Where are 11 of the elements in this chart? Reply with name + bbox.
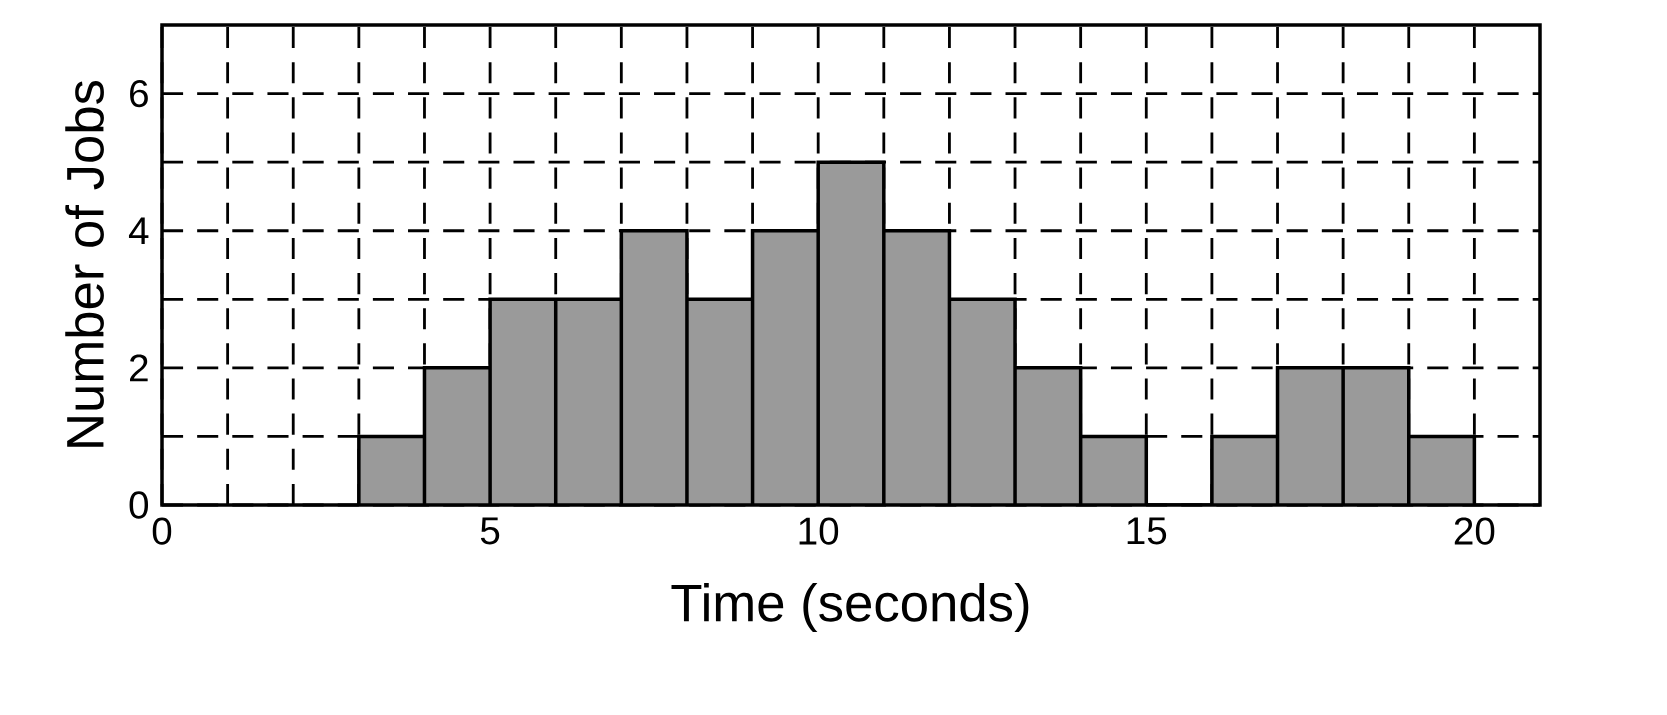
x-axis-title: Time (seconds) <box>671 582 1029 633</box>
y-tick-label: 4 <box>128 217 149 245</box>
y-axis-title: Number of Jobs <box>65 80 104 447</box>
x-tick-label: 10 <box>799 517 839 545</box>
x-tick-label: 5 <box>480 517 500 545</box>
x-tick-label: 0 <box>152 517 172 545</box>
x-tick-label: 20 <box>1454 517 1495 545</box>
y-tick-label: 0 <box>129 491 149 519</box>
y-tick-label: 2 <box>130 354 148 382</box>
x-tick-label: 15 <box>1127 517 1167 545</box>
y-tick-label: 6 <box>130 79 148 108</box>
